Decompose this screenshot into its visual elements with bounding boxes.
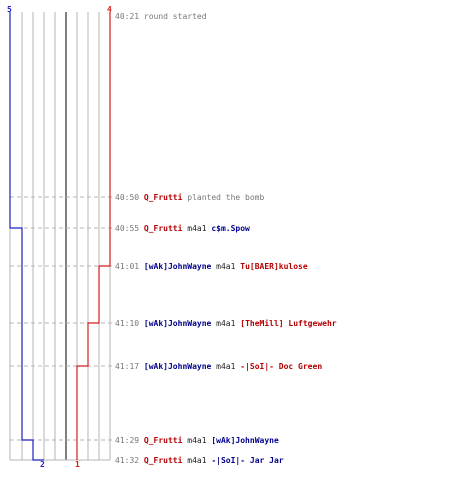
event-time: 40:50 — [115, 193, 144, 202]
event-row: 41:17 [wAk]JohnWayne m4a1 -|SoI|- Doc Gr… — [115, 362, 322, 371]
event-time: 41:17 — [115, 362, 144, 371]
event-row: 41:29 Q_Frutti m4a1 [wAk]JohnWayne — [115, 435, 279, 445]
event-killer: [wAk]JohnWayne — [144, 362, 212, 371]
blue-end-count: 2 — [40, 460, 45, 469]
event-row: 41:01 [wAk]JohnWayne m4a1 Tu[BAER]kulose — [115, 262, 308, 271]
red-end-count: 1 — [75, 460, 80, 469]
event-time: 40:21 — [115, 12, 144, 21]
event-killer: Q_Frutti — [144, 223, 183, 233]
event-weapon: m4a1 — [211, 262, 240, 271]
event-text: round started — [144, 12, 207, 21]
event-row: 40:21 round started — [115, 12, 207, 21]
event-time: 40:55 — [115, 224, 144, 233]
event-time: 41:32 — [115, 456, 144, 465]
event-victim: -|SoI|- Doc Green — [240, 362, 322, 371]
event-victim: c$m.Spow — [211, 224, 250, 233]
event-guide-lines — [10, 196, 112, 441]
event-killer: [wAk]JohnWayne — [144, 262, 212, 271]
event-victim: Tu[BAER]kulose — [240, 262, 308, 271]
event-row: 41:10 [wAk]JohnWayne m4a1 [TheMill] Luft… — [115, 318, 337, 328]
event-time: 41:01 — [115, 262, 144, 271]
event-time: 41:10 — [115, 319, 144, 328]
blue-team-alive-line — [9, 12, 44, 461]
event-victim: [TheMill] Luftgewehr — [240, 318, 337, 328]
event-killer: Q_Frutti — [144, 435, 183, 445]
red-start-count: 4 — [107, 5, 112, 14]
blue-start-count: 5 — [7, 5, 12, 14]
event-weapon: m4a1 — [182, 224, 211, 233]
event-weapon: m4a1 — [182, 456, 211, 465]
event-row: 40:55 Q_Frutti m4a1 c$m.Spow — [115, 223, 250, 233]
event-row: 40:50 Q_Frutti planted the bomb — [115, 192, 265, 202]
event-victim: [wAk]JohnWayne — [211, 436, 279, 445]
event-log: 40:21 round started 40:50 Q_Frutti plante… — [115, 12, 337, 465]
event-text: planted the bomb — [182, 193, 264, 202]
event-victim: -|SoI|- Jar Jar — [211, 456, 283, 465]
event-weapon: m4a1 — [211, 319, 240, 328]
red-team-alive-line — [76, 12, 111, 460]
event-killer: [wAk]JohnWayne — [144, 319, 212, 328]
event-row: 41:32 Q_Frutti m4a1 -|SoI|- Jar Jar — [115, 455, 284, 465]
player-count-grid — [9, 12, 111, 461]
event-time: 41:29 — [115, 436, 144, 445]
event-weapon: m4a1 — [211, 362, 240, 371]
event-weapon: m4a1 — [182, 436, 211, 445]
event-actor: Q_Frutti — [144, 192, 183, 202]
event-killer: Q_Frutti — [144, 455, 183, 465]
